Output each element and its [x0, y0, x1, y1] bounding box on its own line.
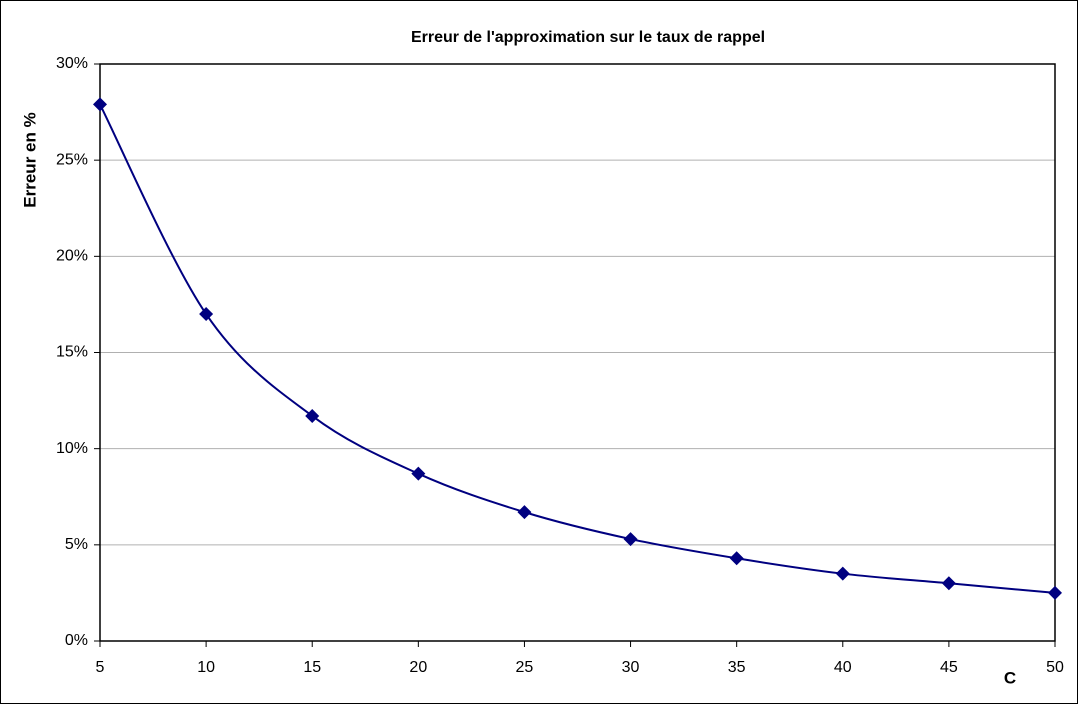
- y-tick-label: 25%: [56, 151, 88, 168]
- y-tick-label: 20%: [56, 248, 88, 265]
- chart-title: Erreur de l'approximation sur le taux de…: [411, 29, 765, 46]
- marker: [835, 566, 850, 581]
- marker: [199, 307, 214, 322]
- x-tick-label: 30: [622, 659, 640, 676]
- y-axis-label: Erreur en %: [20, 112, 39, 207]
- x-tick-label: 25: [516, 659, 534, 676]
- y-tick-label: 30%: [56, 55, 88, 72]
- y-tick-label: 10%: [56, 440, 88, 457]
- x-tick-label: 50: [1046, 659, 1064, 676]
- marker: [411, 466, 426, 481]
- y-tick-label: 15%: [56, 344, 88, 361]
- y-tick-label: 5%: [65, 536, 88, 553]
- x-tick-label: 10: [197, 659, 215, 676]
- x-tick-label: 40: [834, 659, 852, 676]
- plot-border: [99, 63, 1056, 642]
- y-tick-label: 0%: [65, 632, 88, 649]
- marker: [941, 576, 956, 591]
- marker: [93, 97, 107, 112]
- x-tick-label: 45: [940, 659, 958, 676]
- marker: [517, 505, 532, 520]
- x-tick-label: 5: [96, 659, 105, 676]
- marker: [623, 532, 638, 547]
- x-tick-label: 35: [728, 659, 746, 676]
- marker: [1048, 585, 1062, 600]
- x-tick-label: 15: [303, 659, 321, 676]
- x-tick-label: 20: [409, 659, 427, 676]
- marker: [729, 551, 744, 566]
- line: [99, 103, 1056, 594]
- marker: [305, 408, 320, 423]
- x-axis-label: C: [1004, 668, 1016, 687]
